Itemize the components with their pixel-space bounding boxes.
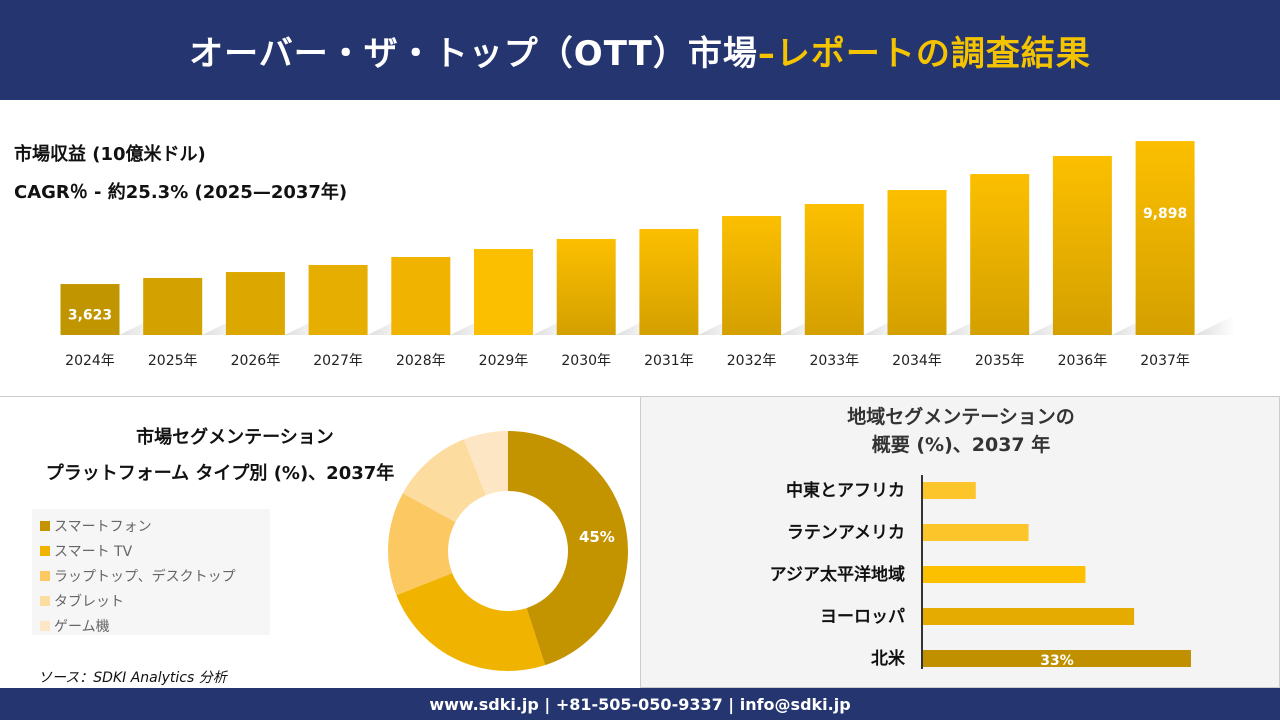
region-bar (923, 524, 1029, 541)
legend-item: ゲーム機 (40, 613, 262, 638)
legend-swatch (40, 545, 50, 556)
platform-donut-chart: 45% (388, 431, 628, 671)
slice-data-label: 45% (579, 528, 615, 546)
region-title-line2: 概要 (%)、2037 年 (871, 434, 1051, 456)
legend-item: スマートフォン (40, 513, 262, 538)
legend-label: タブレット (54, 593, 124, 610)
revenue-bar (143, 277, 203, 335)
legend-label: ゲーム機 (54, 618, 110, 635)
revenue-bar (60, 284, 120, 335)
platform-segment-panel: 市場セグメンテーション プラットフォーム タイプ別 (%)、2037年 スマート… (0, 396, 640, 688)
x-tick-label: 2026年 (231, 353, 281, 369)
legend-swatch (40, 570, 50, 581)
revenue-section: 市場収益 (10億米ドル) CAGR％ - 約25.3% (2025—2037年… (0, 100, 1280, 396)
title-main: オーバー・ザ・トップ（OTT）市場 (189, 33, 758, 74)
x-tick-label: 2027年 (313, 353, 363, 369)
donut-slice (402, 439, 486, 523)
donut-slice (396, 573, 546, 671)
x-tick-label: 2024年 (65, 353, 115, 369)
legend-label: スマート TV (54, 543, 133, 560)
revenue-bar (556, 238, 616, 335)
platform-title-1: 市場セグメンテーション (136, 427, 334, 448)
revenue-bar (391, 256, 451, 335)
legend-label: スマートフォン (54, 518, 152, 535)
revenue-bar (804, 204, 864, 335)
region-label: 中東とアフリカ (786, 480, 905, 501)
header-banner: オーバー・ザ・トップ（OTT）市場 –レポートの調査結果 (0, 0, 1280, 100)
region-label: ラテンアメリカ (787, 523, 905, 543)
donut-slice (508, 431, 628, 666)
legend-label: ラップトップ、デスクトップ (54, 568, 236, 585)
revenue-bar (970, 174, 1030, 335)
x-tick-label: 2032年 (727, 353, 777, 369)
region-label: ヨーロッパ (820, 607, 905, 627)
region-label: 北米 (871, 648, 906, 669)
x-tick-label: 2025年 (148, 353, 198, 369)
revenue-bar (308, 264, 368, 335)
legend-swatch (40, 595, 50, 606)
x-tick-label: 2029年 (479, 353, 529, 369)
donut-slice (388, 493, 456, 596)
platform-title-2: プラットフォーム タイプ別 (%)、2037年 (45, 463, 395, 484)
revenue-bar-chart: 2024年 3,623 2025年 2026年 2027年 2028年 2029年 2030年… (60, 141, 1235, 369)
cagr-label: CAGR％ - 約25.3% (2025—2037年) (14, 182, 348, 203)
x-tick-label: 2036年 (1058, 353, 1108, 369)
legend-item: ラップトップ、デスクトップ (40, 563, 262, 588)
x-tick-label: 2033年 (809, 353, 859, 369)
bar-data-label: 9,898 (1143, 206, 1187, 222)
revenue-bar (1052, 156, 1112, 335)
revenue-bar (225, 272, 285, 335)
source-note: ソース：SDKI Analytics 分析 (38, 670, 227, 686)
x-tick-label: 2030年 (561, 353, 611, 369)
x-tick-label: 2031年 (644, 353, 694, 369)
revenue-bar (639, 228, 699, 335)
region-bar (923, 482, 976, 499)
region-segment-panel: 地域セグメンテーションの 概要 (%)、2037 年 中東とアフリカ ラテンアメリ… (640, 396, 1280, 688)
x-tick-label: 2035年 (975, 353, 1025, 369)
region-title-line1: 地域セグメンテーションの (847, 406, 1075, 428)
revenue-label: 市場収益 (10億米ドル) (14, 144, 206, 165)
footer-contact: www.sdki.jp | +81-505-050-9337 | info@sd… (0, 688, 1280, 720)
donut-slice (463, 431, 508, 496)
revenue-bar (887, 189, 947, 335)
title-accent: –レポートの調査結果 (757, 33, 1091, 74)
x-tick-label: 2034年 (892, 353, 942, 369)
revenue-bar (1135, 141, 1195, 335)
region-bar (923, 608, 1135, 625)
revenue-bar (474, 249, 533, 335)
legend-swatch (40, 620, 50, 631)
bar-shadow (1194, 315, 1235, 335)
region-bar (923, 650, 1191, 667)
region-label: アジア太平洋地域 (770, 564, 905, 585)
donut-legend: スマートフォン スマート TV ラップトップ、デスクトップ タブレットゲーム機 (32, 509, 270, 635)
legend-item: スマート TV (40, 538, 262, 563)
legend-item: タブレット (40, 588, 262, 613)
bar-data-label: 3,623 (68, 308, 112, 324)
x-tick-label: 2037年 (1140, 353, 1190, 369)
region-data-label: 33% (1040, 653, 1074, 669)
region-title: 地域セグメンテーションの 概要 (%)、2037 年 (641, 403, 1280, 459)
revenue-bar (722, 215, 782, 335)
x-tick-label: 2028年 (396, 353, 446, 369)
legend-swatch (40, 520, 50, 531)
region-bar (923, 566, 1086, 583)
